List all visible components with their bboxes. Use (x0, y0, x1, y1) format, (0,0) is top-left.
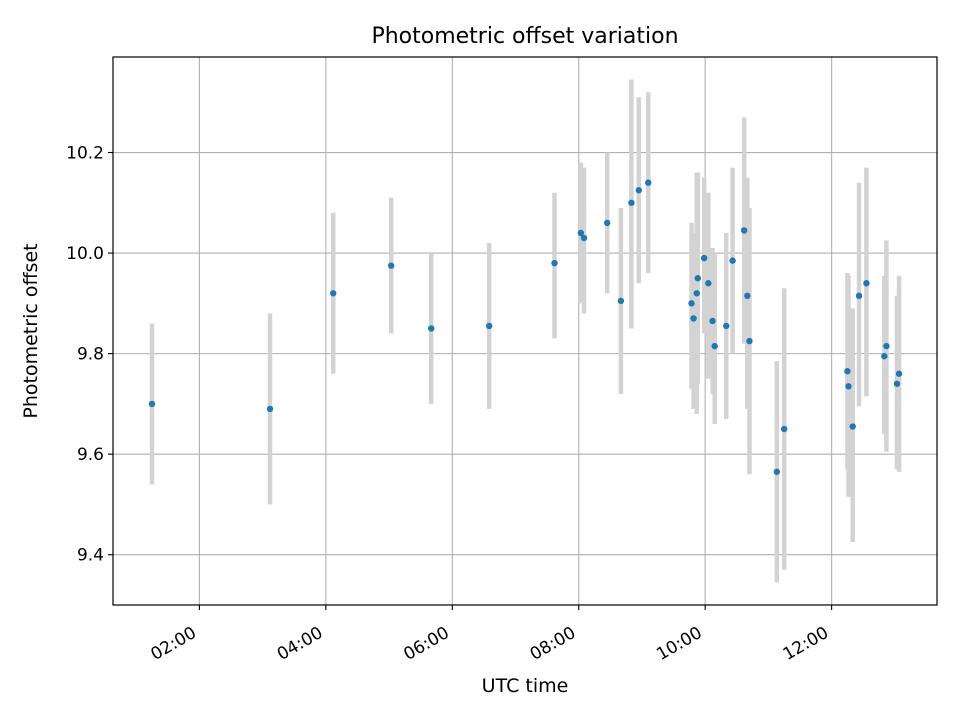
data-point (895, 370, 903, 377)
data-point (744, 292, 751, 300)
y-axis-ticks: 9.4 9.6 9.8 10.0 10.2 (66, 144, 113, 566)
data-point (693, 290, 700, 297)
data-point (711, 342, 718, 350)
data-point (740, 227, 748, 234)
data-point (700, 254, 708, 262)
data-point (428, 325, 435, 332)
data-point (387, 262, 395, 269)
data-point (863, 280, 870, 287)
chart-title: Photometric offset variation (371, 24, 678, 49)
data-point (849, 423, 856, 430)
data-points (148, 179, 903, 475)
y-tick-label: 9.4 (77, 546, 104, 566)
data-point (773, 468, 781, 475)
y-tick-label: 9.8 (77, 345, 104, 365)
data-point (635, 187, 643, 194)
data-point (893, 380, 901, 387)
data-point (148, 400, 156, 408)
data-point (580, 234, 588, 242)
x-axis-label: UTC time (482, 675, 569, 697)
data-point (688, 300, 695, 307)
data-point (645, 179, 652, 186)
data-point (551, 259, 558, 267)
data-point (577, 229, 585, 237)
data-point (266, 405, 274, 413)
y-axis-label: Photometric offset (20, 243, 42, 418)
data-point (709, 317, 716, 325)
data-point (844, 368, 851, 375)
data-point (855, 292, 863, 300)
y-tick-label: 10.0 (66, 244, 104, 264)
data-point (705, 280, 712, 287)
data-point (330, 290, 337, 297)
data-point (746, 337, 753, 345)
plot-frame (112, 56, 938, 606)
data-point (690, 315, 697, 322)
data-point (694, 275, 702, 282)
data-point (845, 383, 852, 390)
data-point (628, 199, 635, 206)
data-point (485, 322, 493, 330)
data-point (723, 322, 730, 330)
data-point (729, 257, 736, 264)
data-point (603, 219, 611, 227)
y-tick-label: 10.2 (66, 144, 104, 164)
y-tick-label: 9.6 (77, 445, 104, 465)
data-point (881, 352, 888, 360)
data-point (883, 342, 890, 350)
data-point (617, 297, 625, 305)
data-point (781, 425, 788, 433)
